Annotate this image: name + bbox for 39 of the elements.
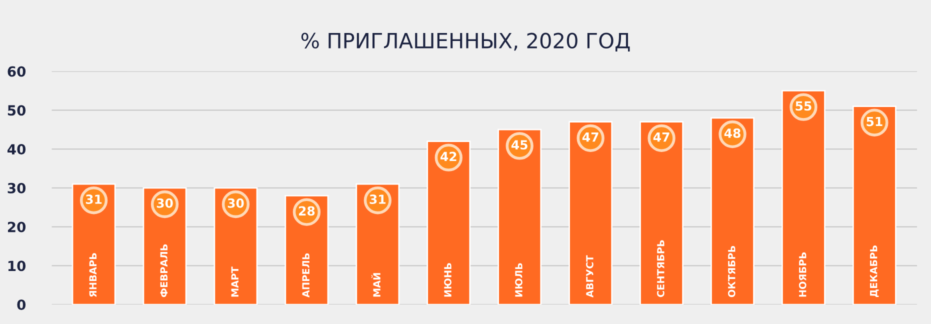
x-tick-label: АПРЕЛЬ [302, 253, 310, 298]
data-label: 45 [511, 140, 528, 150]
bar [498, 128, 542, 305]
x-tick-label: МАЙ [371, 273, 380, 297]
y-tick-label: 20 [8, 222, 26, 232]
y-tick-label: 30 [8, 182, 26, 194]
x-tick-label: ФЕВРАЛЬ [160, 244, 168, 298]
y-tick-label: 50 [8, 105, 26, 116]
y-tick-label: 40 [8, 144, 26, 155]
x-tick-label: ДЕКАБРЬ [870, 246, 879, 297]
y-tick-label: 10 [8, 260, 26, 272]
data-label: 48 [724, 128, 740, 138]
x-tick-label: ИЮНЬ [444, 263, 452, 297]
chart-title: % ПРИГЛАШЕННЫХ, 2020 ГОД [301, 32, 630, 52]
data-label: 47 [653, 132, 670, 142]
x-tick-label: МАРТ [231, 266, 238, 297]
x-tick-label: АВГУСТ [586, 255, 594, 298]
data-label: 55 [796, 101, 812, 111]
x-tick-label: НОЯБРЬ [798, 252, 806, 297]
data-label: 30 [156, 198, 173, 208]
data-label: 42 [440, 152, 456, 162]
data-label: 28 [298, 206, 315, 216]
bar [426, 140, 471, 305]
data-label: 31 [86, 194, 102, 204]
bar [782, 90, 826, 305]
y-tick-label: 0 [17, 300, 26, 310]
bar [852, 106, 896, 305]
x-tick-label: ИЮЛЬ [515, 263, 522, 297]
bar [710, 117, 754, 305]
x-tick-label: СЕНТЯБРЬ [657, 240, 664, 298]
data-label: 51 [866, 116, 882, 126]
y-tick-label: 60 [8, 66, 26, 77]
bar [640, 121, 684, 305]
x-tick-label: ЯНВАРЬ [89, 253, 96, 297]
data-label: 47 [582, 132, 598, 142]
bar [568, 121, 613, 305]
x-tick-label: ОКТЯБРЬ [728, 246, 736, 298]
data-label: 31 [370, 194, 386, 204]
data-label: 30 [228, 198, 244, 208]
